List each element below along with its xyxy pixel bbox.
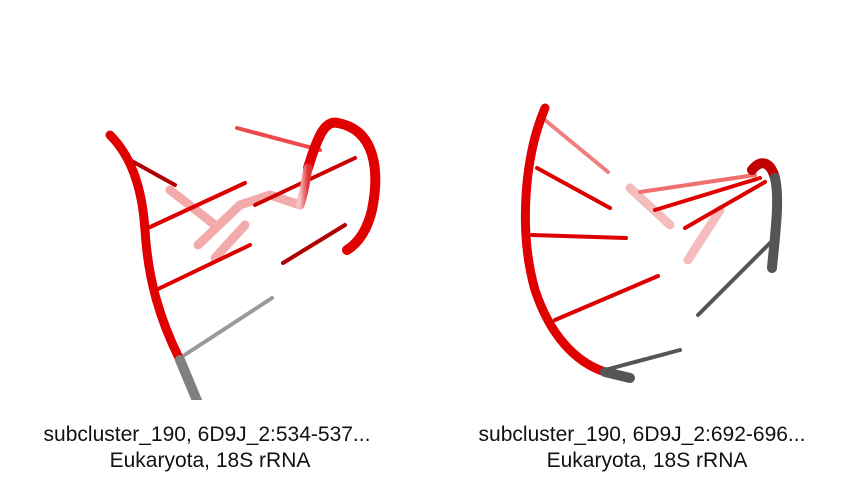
caption-subtitle: Eukaryota, 18S rRNA: [546, 449, 748, 472]
rna-structure-right: [520, 103, 783, 383]
structure-panel-left: subcluster_190, 6D9J_2:534-537... Eukary…: [43, 117, 381, 472]
structure-panel-right: subcluster_190, 6D9J_2:692-696... Eukary…: [430, 0, 860, 480]
backbone-strand: [105, 130, 185, 365]
backbone-tail: [175, 355, 203, 400]
caption-title: subcluster_190, 6D9J_2:692-696...: [478, 423, 806, 446]
backbone-tail: [600, 367, 635, 383]
caption-subtitle: Eukaryota, 18S rRNA: [109, 449, 311, 472]
backbone-strand: [520, 103, 610, 377]
loop-join: [295, 163, 313, 210]
hairpin-tail: [767, 173, 783, 273]
base-pair-rungs: [530, 118, 777, 372]
back-strand: [625, 183, 725, 265]
loop-strand: [303, 117, 381, 255]
rna-structure-left: [105, 117, 381, 400]
back-strand: [165, 185, 305, 263]
caption-title: subcluster_190, 6D9J_2:534-537...: [43, 423, 371, 446]
